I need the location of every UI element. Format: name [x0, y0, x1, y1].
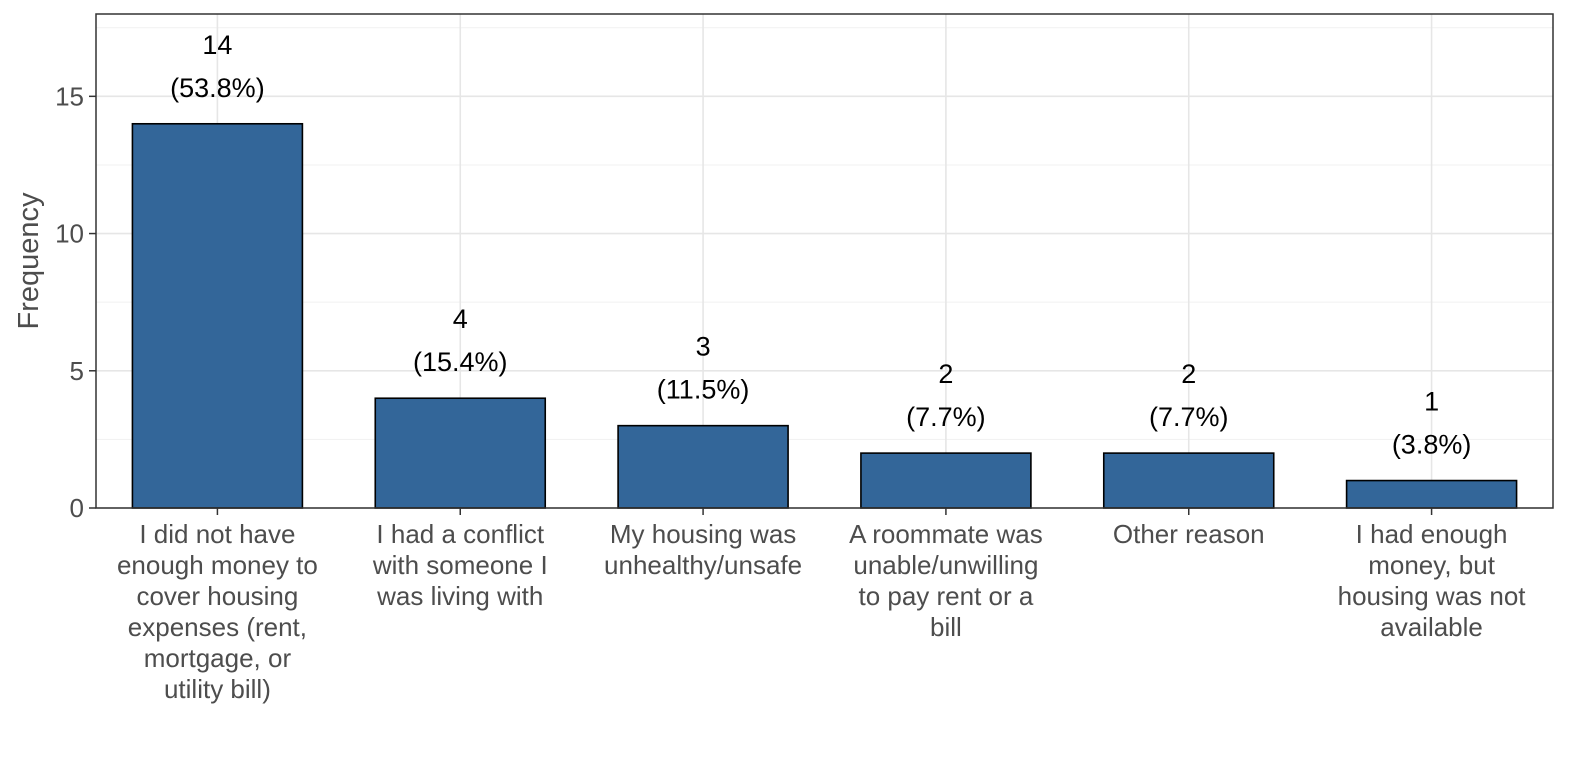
bars — [131, 122, 1518, 509]
bar — [860, 452, 1032, 509]
data-label-percent: (15.4%) — [413, 347, 508, 377]
bar — [617, 424, 789, 509]
data-label-count: 2 — [1181, 359, 1196, 389]
data-label-percent: (7.7%) — [906, 402, 986, 432]
x-tick-label: Other reason — [1113, 519, 1265, 549]
bar — [1102, 452, 1275, 509]
bar — [374, 397, 547, 509]
data-label-count: 2 — [938, 359, 953, 389]
data-label-percent: (7.7%) — [1149, 402, 1229, 432]
y-axis-title: Frequency — [13, 192, 45, 330]
bar — [131, 122, 304, 509]
plot-panel-border — [95, 13, 1554, 509]
data-label-count: 3 — [696, 332, 711, 362]
x-tick-label: My housing was unhealthy/unsafe — [604, 519, 802, 580]
y-tick-label: 5 — [70, 356, 84, 386]
x-tick-label: I did not have enough money to cover housi… — [117, 519, 318, 704]
grid-lines — [96, 14, 1553, 509]
y-tick-label: 0 — [70, 493, 84, 523]
data-labels: 14 (53.8%) 4 (15.4%) 3 (11.5%) 2 (7.7%) 2 (7.7%) 1… — [170, 30, 1471, 460]
data-label-percent: (11.5%) — [657, 375, 750, 405]
x-tick-label: A roommate was unable/unwilling to pay ren… — [849, 519, 1043, 642]
bar — [1345, 479, 1518, 509]
y-tick-label: 10 — [55, 219, 84, 249]
data-label-percent: (3.8%) — [1392, 430, 1472, 460]
x-tick-label: I had enough money, but housing was not ava… — [1338, 519, 1527, 642]
y-tick-label: 15 — [55, 81, 84, 111]
data-label-percent: (53.8%) — [170, 73, 265, 103]
axes: 0 5 10 15 I did not have enough money to cover… — [55, 81, 1526, 704]
data-label-count: 14 — [202, 30, 232, 60]
data-label-count: 4 — [453, 304, 468, 334]
data-label-count: 1 — [1424, 387, 1439, 417]
